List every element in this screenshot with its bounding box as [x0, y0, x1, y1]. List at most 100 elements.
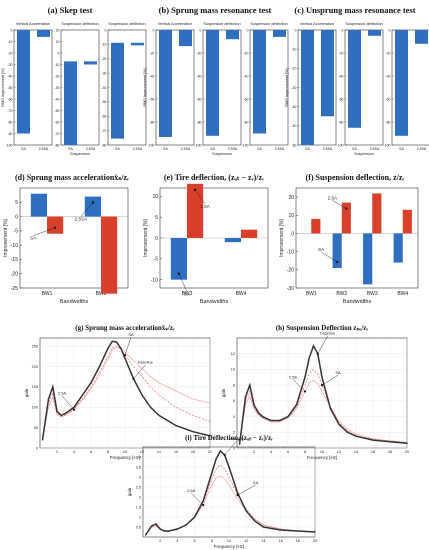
- subplot-frame: [249, 29, 289, 146]
- series-marker: [245, 510, 247, 512]
- ytick-label: 100: [32, 406, 38, 410]
- ytick-label: -100: [147, 143, 154, 147]
- xtick-label: BW2: [96, 291, 107, 297]
- panel-title: (g) Sprung mass accelerationẍₛ/zᵣ: [75, 324, 175, 332]
- series-line-SA: [239, 368, 408, 445]
- series-marker: [270, 419, 272, 422]
- ytick-label: -30: [291, 86, 296, 90]
- series-marker: [253, 404, 255, 406]
- ytick-label: 50: [34, 426, 38, 430]
- annotation-label: 2.5A: [289, 374, 298, 379]
- subplot-title: Suspension deflection: [250, 22, 287, 26]
- ytick-label: -70: [7, 109, 12, 113]
- series-marker: [41, 439, 44, 441]
- bar: [301, 30, 314, 145]
- ytick-label: 1: [139, 515, 141, 519]
- ytick-label: -20: [287, 268, 294, 274]
- xtick-label: 2.5SA: [417, 147, 427, 151]
- xtick-label: BW4: [236, 291, 247, 297]
- bar: [321, 30, 334, 117]
- subplot-title: Vertical Acceleration: [300, 22, 334, 26]
- series-marker: [209, 435, 211, 437]
- ytick-label: -20: [7, 51, 12, 55]
- annotation-label: SA: [318, 247, 324, 252]
- bar: [348, 30, 361, 128]
- annotation-leader: [80, 202, 94, 217]
- xtick-label: 14: [354, 450, 358, 454]
- series-marker: [81, 394, 84, 396]
- panel-title: (i) Tire Deflection, (zᵤₜ − zᵣ)/zᵣ: [185, 434, 273, 442]
- ytick-label: 6: [233, 399, 235, 403]
- ytick-label: 10: [231, 368, 235, 372]
- ytick-label: -20: [291, 67, 296, 71]
- bar: [30, 193, 47, 217]
- ytick-label: 20: [56, 28, 60, 32]
- xtick-label: 20: [313, 539, 317, 543]
- series-marker: [211, 472, 213, 474]
- ytick-label: -80: [196, 120, 201, 124]
- bar: [37, 30, 50, 37]
- ytick-label: -5: [14, 229, 19, 235]
- annotation-label: SA: [253, 480, 259, 485]
- subplot-ylabel: RMS Improvement [%]: [1, 68, 5, 106]
- annotation-dot: [177, 272, 181, 275]
- ytick-label: -10: [11, 243, 18, 249]
- y-axis-label: Improvement [%]: [143, 218, 149, 256]
- bar: [170, 238, 187, 280]
- series-marker: [279, 529, 282, 531]
- bar: [253, 30, 266, 134]
- subplot-xlabel: Suspension: [212, 152, 232, 156]
- ytick-label: 0: [247, 28, 249, 32]
- ytick-label: -40: [149, 74, 154, 78]
- ytick-label: 0: [11, 28, 13, 32]
- xtick-label: SA: [163, 147, 168, 151]
- subplot-xlabel: Suspension: [70, 152, 90, 156]
- series-marker: [52, 386, 54, 388]
- ytick-label: 1.5: [136, 505, 141, 509]
- bar: [393, 233, 403, 263]
- xtick-label: 18: [388, 450, 392, 454]
- series-marker: [56, 410, 58, 413]
- series-marker: [149, 406, 152, 408]
- series-marker: [238, 443, 241, 445]
- x-axis-label: Bandwidths: [200, 299, 229, 305]
- xtick-label: 16: [371, 450, 375, 454]
- ytick-label: -20: [101, 57, 106, 61]
- ytick-label: -10: [151, 277, 158, 283]
- y-axis-label: Improvement [%]: [279, 218, 285, 256]
- ytick-label: -70: [54, 132, 59, 136]
- annotation-label: SA: [30, 236, 36, 241]
- ytick-label: -40: [54, 97, 59, 101]
- subplot-title: Suspension deflection: [61, 22, 98, 26]
- xtick-label: 2.5SA: [275, 147, 285, 151]
- ytick-label: 0: [155, 236, 158, 242]
- panel-e: (e) Tire deflection, (zᵤₜ − zᵣ)/zᵣ 10 5 0 -5…: [143, 173, 269, 305]
- bar: [363, 233, 373, 285]
- panel-title: (c) Unsprung mass resonance test: [294, 5, 415, 15]
- annotation-label: baseline: [229, 436, 245, 441]
- series-marker: [321, 376, 323, 378]
- ytick-label: -40: [385, 74, 390, 78]
- series-line-baseline: [238, 344, 408, 445]
- series-marker: [124, 357, 126, 360]
- annotation-label: SA: [128, 332, 134, 337]
- series-line-baseline: [41, 340, 211, 441]
- bar: [273, 30, 286, 37]
- ytick-label: -60: [196, 97, 201, 101]
- series-marker: [141, 394, 143, 396]
- ytick-label: 0: [342, 28, 344, 32]
- ytick-label: 10: [288, 213, 294, 219]
- annotation-label: baseline: [320, 331, 336, 336]
- series-marker: [308, 356, 310, 359]
- subplot-title: Suspension deflection: [203, 22, 240, 26]
- series-marker: [144, 534, 147, 536]
- series-marker: [175, 424, 177, 427]
- series-marker: [150, 525, 153, 527]
- annotation-leader: [33, 227, 56, 236]
- xtick-label: 8: [107, 450, 109, 454]
- series-marker: [193, 516, 196, 518]
